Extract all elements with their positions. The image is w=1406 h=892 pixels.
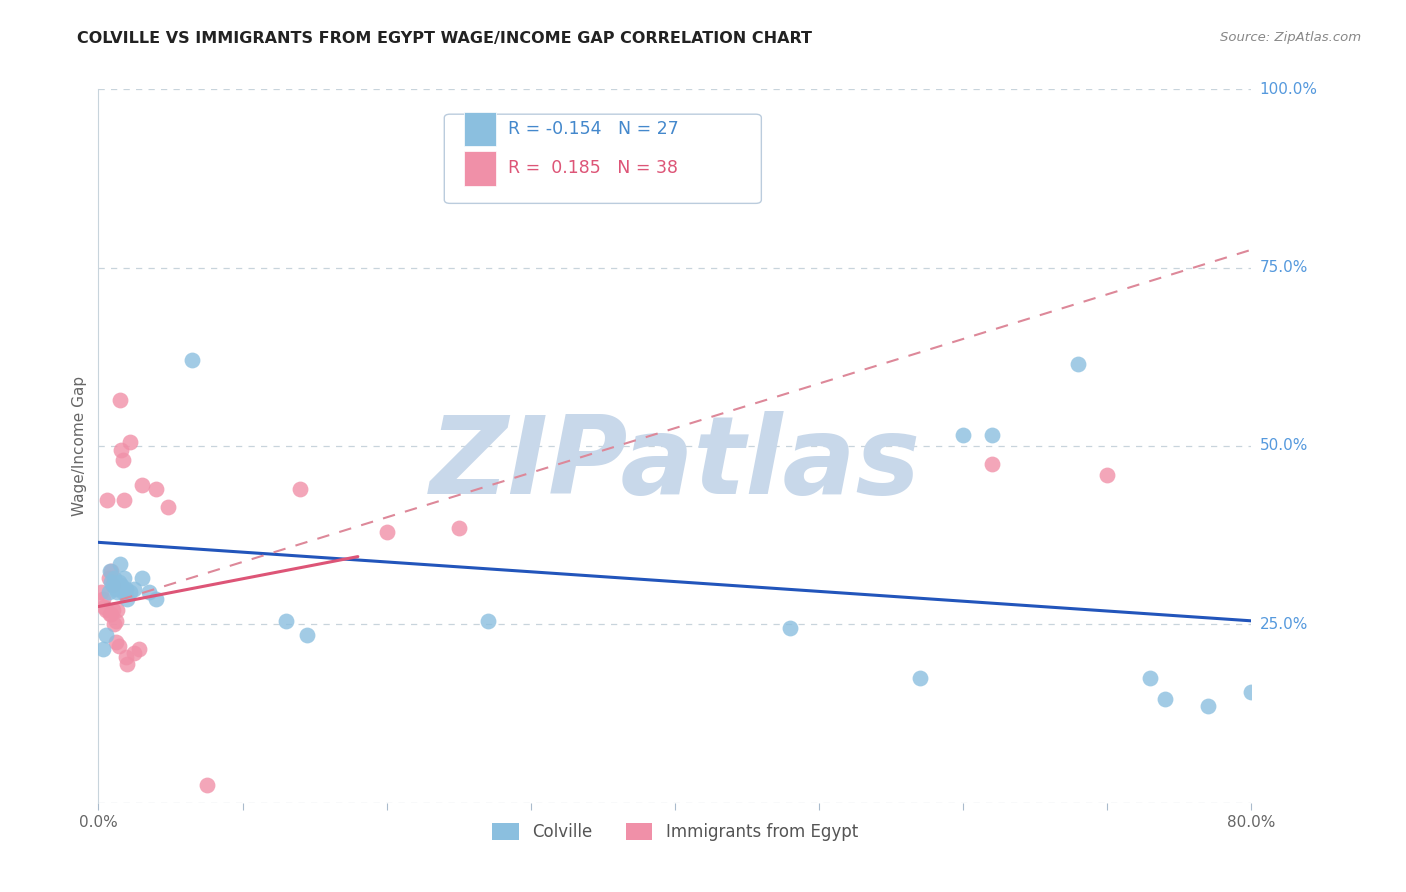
Point: [105, 603, 128, 617]
Point: [104, 635, 127, 649]
Point: [97, 585, 120, 599]
Point: [117, 657, 139, 671]
Point: [91, 642, 114, 657]
Point: [100, 607, 122, 621]
Text: 50.0%: 50.0%: [1260, 439, 1308, 453]
Point: [101, 603, 124, 617]
Point: [107, 639, 129, 653]
Point: [112, 492, 135, 507]
Point: [112, 571, 135, 585]
Point: [96, 492, 118, 507]
Bar: [464, 152, 496, 186]
Point: [111, 585, 134, 599]
Point: [105, 585, 128, 599]
Point: [108, 557, 131, 571]
Point: [120, 435, 142, 450]
Point: [1197, 699, 1219, 714]
Point: [104, 582, 127, 596]
Point: [100, 574, 122, 589]
Point: [120, 585, 142, 599]
Point: [145, 482, 167, 496]
Point: [110, 442, 132, 457]
Text: R = -0.154   N = 27: R = -0.154 N = 27: [508, 120, 679, 138]
Point: [103, 617, 125, 632]
Point: [138, 585, 160, 599]
Point: [908, 671, 931, 685]
Point: [97, 571, 120, 585]
Point: [108, 392, 131, 407]
Point: [111, 453, 134, 467]
Point: [477, 614, 499, 628]
Point: [779, 621, 801, 635]
Point: [124, 582, 146, 596]
Point: [107, 574, 129, 589]
Text: Source: ZipAtlas.com: Source: ZipAtlas.com: [1220, 31, 1361, 45]
Point: [100, 564, 122, 578]
Text: R =  0.185   N = 38: R = 0.185 N = 38: [508, 160, 678, 178]
Point: [1154, 692, 1177, 706]
Point: [114, 582, 136, 596]
Point: [128, 642, 150, 657]
Text: 100.0%: 100.0%: [1260, 82, 1317, 96]
Point: [375, 524, 398, 539]
Point: [1139, 671, 1161, 685]
Point: [117, 592, 139, 607]
Point: [145, 592, 167, 607]
Point: [981, 457, 1004, 471]
Point: [952, 428, 974, 442]
Point: [1097, 467, 1119, 482]
Point: [101, 578, 124, 592]
Point: [290, 482, 312, 496]
Point: [94, 603, 117, 617]
Legend: Colville, Immigrants from Egypt: Colville, Immigrants from Egypt: [485, 816, 865, 848]
Bar: [464, 112, 496, 146]
Point: [156, 500, 179, 514]
Text: 75.0%: 75.0%: [1260, 260, 1308, 275]
Point: [94, 628, 117, 642]
Point: [981, 428, 1004, 442]
Point: [103, 571, 125, 585]
Point: [104, 614, 127, 628]
Point: [274, 614, 297, 628]
Text: ZIPatlas: ZIPatlas: [429, 411, 921, 516]
Point: [90, 585, 112, 599]
Point: [101, 578, 124, 592]
Point: [181, 353, 204, 368]
Point: [93, 599, 115, 614]
FancyBboxPatch shape: [444, 114, 762, 203]
Point: [1240, 685, 1263, 699]
Point: [110, 578, 132, 592]
Y-axis label: Wage/Income Gap: Wage/Income Gap: [72, 376, 87, 516]
Point: [98, 607, 121, 621]
Point: [91, 592, 114, 607]
Point: [124, 646, 146, 660]
Point: [1067, 357, 1090, 371]
Point: [297, 628, 319, 642]
Point: [195, 778, 218, 792]
Text: 25.0%: 25.0%: [1260, 617, 1308, 632]
Point: [114, 649, 136, 664]
Point: [98, 564, 121, 578]
Point: [447, 521, 470, 535]
Point: [131, 571, 153, 585]
Point: [131, 478, 153, 492]
Text: COLVILLE VS IMMIGRANTS FROM EGYPT WAGE/INCOME GAP CORRELATION CHART: COLVILLE VS IMMIGRANTS FROM EGYPT WAGE/I…: [77, 31, 813, 46]
